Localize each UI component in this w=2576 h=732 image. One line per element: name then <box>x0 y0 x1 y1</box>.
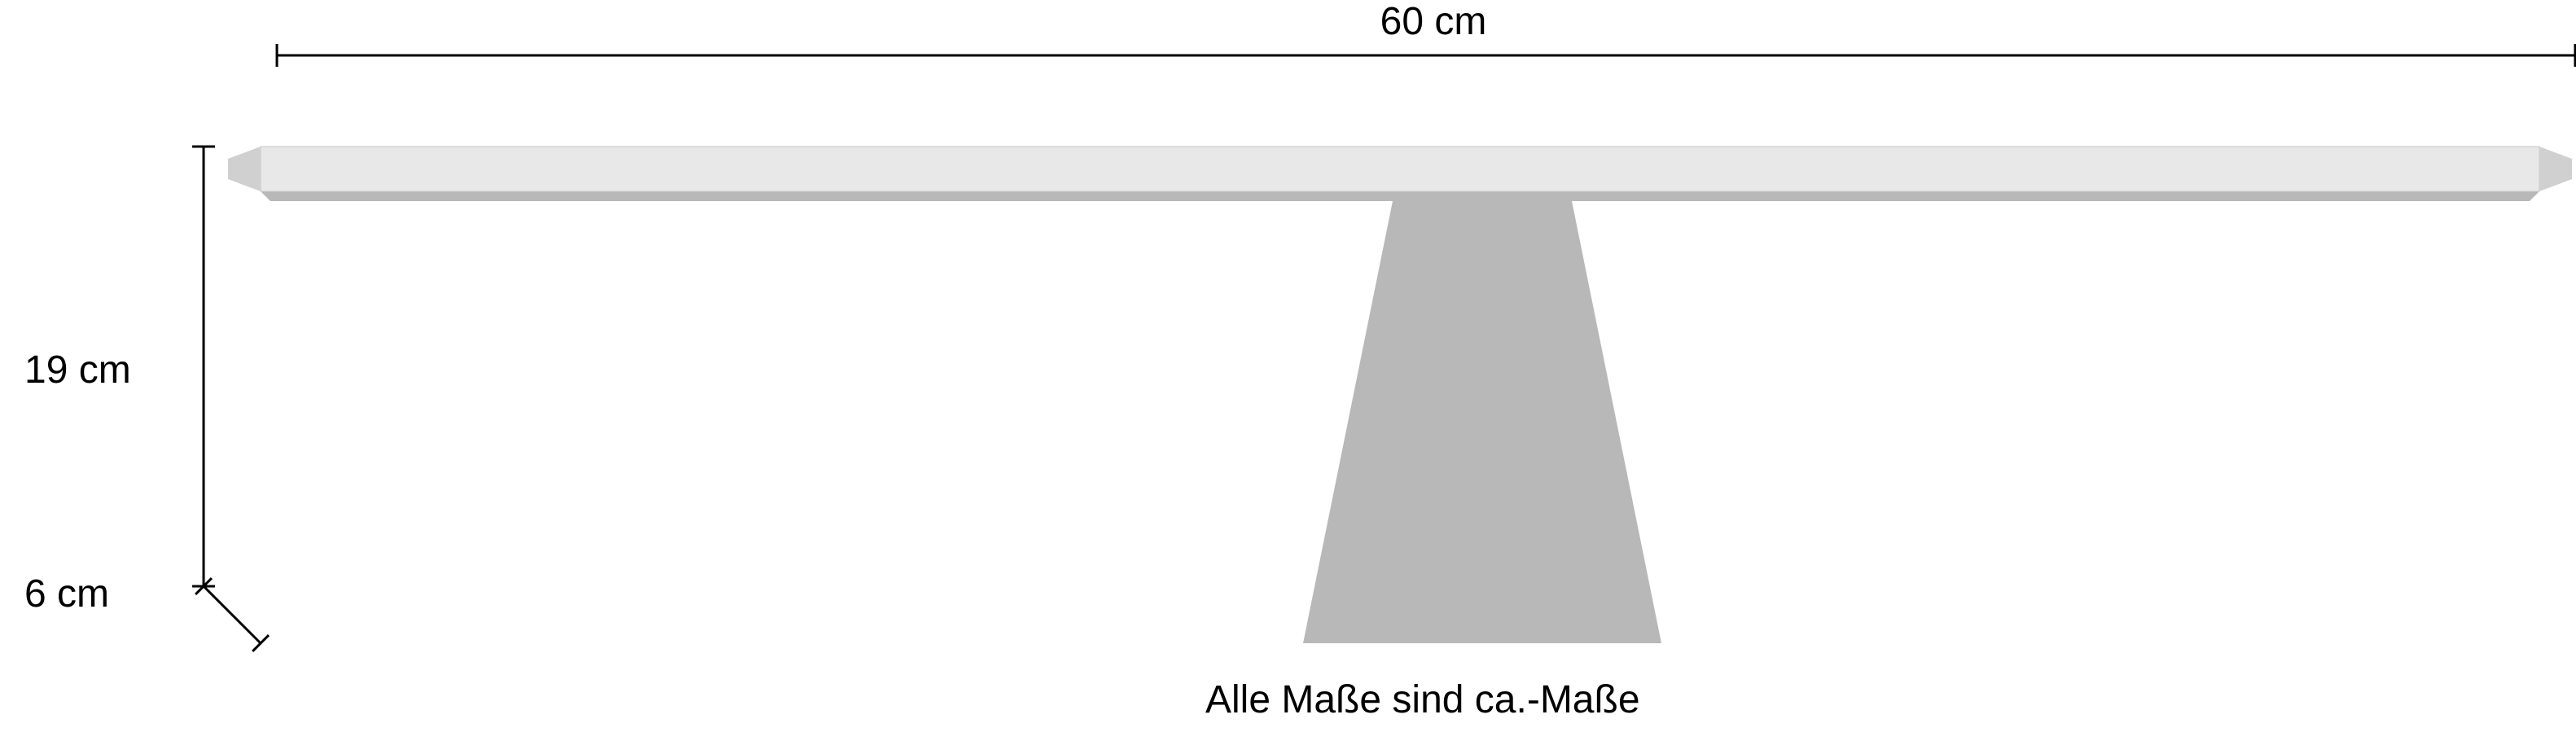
diagram-canvas: 60 cm 19 cm 6 cm Alle Maße sind ca.-Maße <box>0 0 2576 732</box>
lamp-bar <box>261 147 2539 191</box>
depth-dimension: 6 cm <box>24 572 269 651</box>
product-illustration <box>228 147 2572 643</box>
lamp-bar-underside <box>261 191 2539 201</box>
height-dimension: 19 cm <box>24 147 215 586</box>
lamp-bar-endcap-left <box>228 147 261 191</box>
approx-note: Alle Maße sind ca.-Maße <box>1205 678 1640 721</box>
height-label: 19 cm <box>24 348 131 392</box>
lamp-stand <box>1303 201 1661 643</box>
depth-dim-line <box>204 586 261 643</box>
width-label: 60 cm <box>1380 0 1487 43</box>
lamp-bar-endcap-right <box>2539 147 2572 191</box>
depth-label: 6 cm <box>24 572 109 616</box>
width-dimension: 60 cm <box>277 0 2575 67</box>
